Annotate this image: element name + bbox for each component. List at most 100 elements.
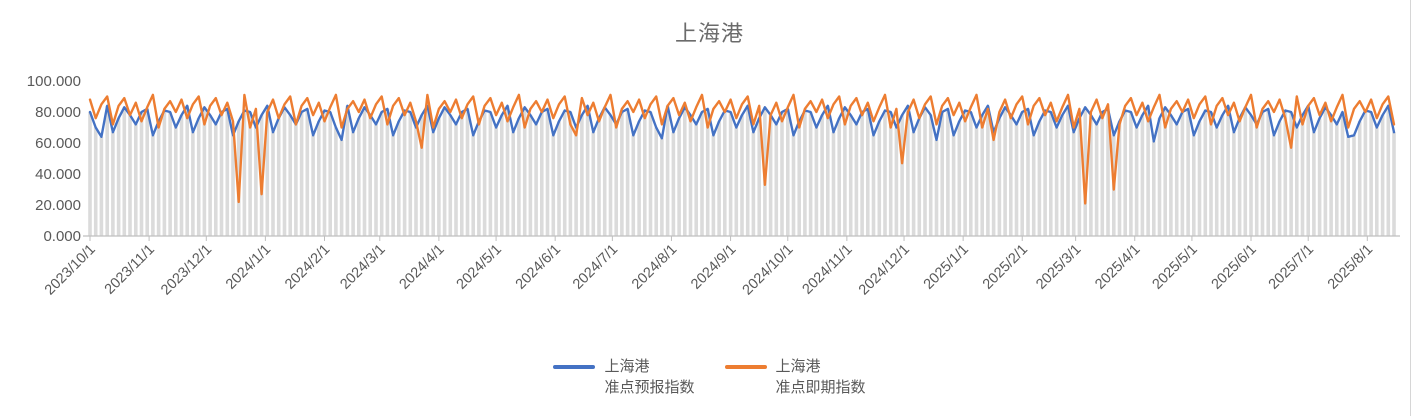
drop-line-bar [1180,112,1185,236]
legend: 上海港 准点预报指数 上海港 准点即期指数 [0,356,1419,398]
y-axis-label: 40.000 [35,166,81,183]
drop-line-bar [803,110,807,236]
x-axis-label: 2024/5/1 [454,242,505,293]
drop-line-bar [728,112,733,236]
drop-line-bar [334,127,338,236]
drop-line-bar [351,132,355,236]
drop-line-bar [1209,112,1213,236]
drop-line-bar [1140,115,1145,236]
drop-line-bar [757,118,761,236]
drop-line-bar [116,118,121,236]
drop-line-bar [425,105,430,236]
drop-line-bar [145,108,149,236]
x-axis-label: 2025/2/1 [980,242,1031,293]
drop-line-bar [99,136,104,236]
drop-line-bar [1169,115,1173,236]
drop-line-bar [1003,107,1007,236]
drop-line-bar [637,121,641,236]
drop-line-bar [1289,112,1293,236]
drop-line-bar [568,112,573,236]
legend-item-spot[interactable]: 上海港 准点即期指数 [724,356,866,398]
drop-line-bar [946,108,950,236]
drop-line-bar [276,118,281,236]
legend-label-spot-line1: 上海港 [775,358,821,375]
drop-line-bar [471,135,475,237]
drop-line-bar [419,115,424,236]
drop-line-bar [1283,110,1288,236]
series-line-spot[interactable] [88,93,1396,205]
drop-line-bar [871,135,876,237]
chart-title: 上海港 [674,21,744,46]
drop-line-bar [660,138,664,236]
drop-line-bar [402,110,407,236]
drop-line-bar [397,121,401,236]
drop-line-bar [1243,107,1248,236]
y-axis-label: 100.000 [27,73,81,90]
drop-line-bar [442,107,447,236]
drop-line-bar [688,115,693,236]
x-axis-label: 2024/11/1 [800,242,856,298]
drop-line-bar [1094,124,1099,236]
drop-line-bar [1054,127,1059,236]
drop-line-bar [357,118,361,236]
drop-line-bar [1317,118,1322,236]
drop-line-bar [820,115,824,236]
legend-item-forecast[interactable]: 上海港 准点预报指数 [553,356,695,398]
x-axis-label: 2024/1/1 [223,242,274,293]
drop-line-bar [482,110,487,236]
drop-line-bar [580,115,584,236]
drop-line-bar [1014,124,1019,236]
drop-line-bar [294,124,298,236]
drop-line-bar [854,124,859,236]
drop-line-bar [1174,124,1179,236]
drop-line-bar [528,115,533,236]
drop-line-bar [620,112,624,236]
drop-line-bar [774,124,779,236]
drop-line-bar [1260,112,1265,236]
x-axis-label: 2024/12/1 [856,242,913,299]
drop-line-bar [997,118,1002,236]
legend-line-sample-spot [724,365,767,369]
drop-line-bar [505,105,510,236]
drop-line-bar [1357,121,1362,236]
drop-line-bar [236,121,241,236]
series-line-forecast[interactable] [88,104,1396,143]
drop-line-bar [940,112,944,236]
drop-line-bar [93,127,98,236]
drop-line-bar [1129,112,1133,236]
drop-line-bar [1323,107,1328,236]
drop-line-bar [717,121,721,236]
drop-line-bar [317,121,321,236]
drop-line-bar [906,105,910,236]
drop-line-bar [196,118,201,236]
drop-line-bar [1272,135,1276,237]
drop-line-bar [374,124,378,236]
drop-line-bar [202,107,207,236]
drop-line-bar [700,112,704,236]
drop-line-bar [1123,110,1127,236]
drop-line-bar [597,118,601,236]
drop-line-bar [477,121,481,236]
drop-line-bar [1043,110,1047,236]
drop-line-bar [694,124,698,236]
drop-line-bar [282,107,287,236]
drop-line-bar [259,115,264,236]
drop-line-bar [808,112,813,236]
x-axis-label: 2025/8/1 [1325,242,1376,293]
drop-line-bar [911,132,916,236]
y-axis-label: 0.000 [43,228,81,245]
drop-line-bar [1266,108,1270,236]
x-axis-label: 2025/5/1 [1150,242,1201,293]
drop-line-bar [1312,132,1316,236]
drop-line-bar [780,112,784,236]
drop-line-bar [928,115,933,236]
drop-line-bar [1380,115,1385,236]
drop-line-bar [454,124,458,236]
drop-line-bar [500,115,504,236]
drop-line-bar [1295,127,1299,236]
x-axis-label: 2024/4/1 [396,242,447,293]
drop-line-bar [1232,132,1236,236]
drop-line-bar [786,108,790,236]
